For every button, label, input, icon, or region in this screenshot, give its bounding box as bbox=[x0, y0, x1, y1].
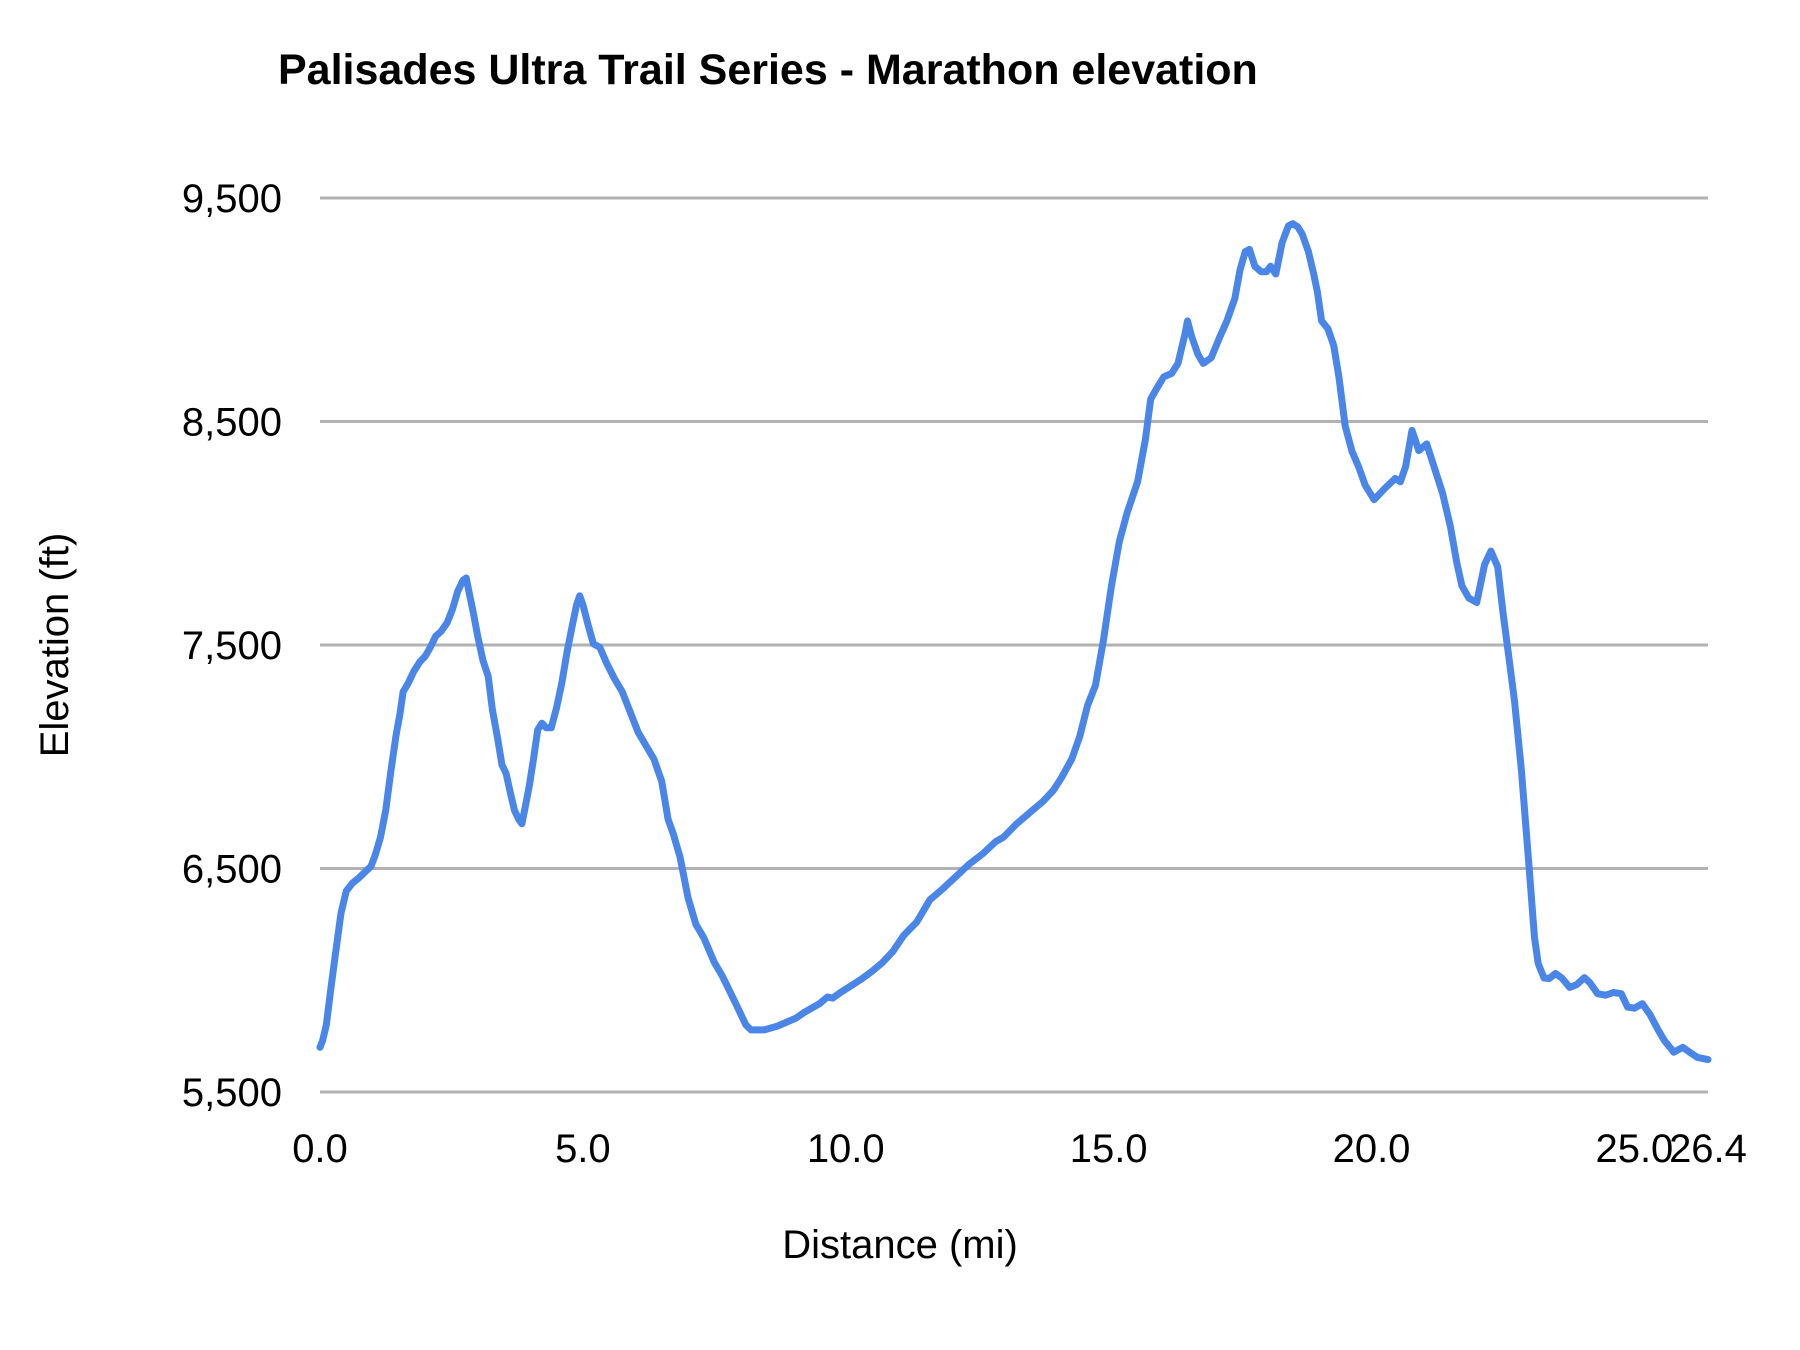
x-tick-label: 25.0 bbox=[1595, 1127, 1673, 1171]
y-axis-title: Elevation (ft) bbox=[33, 533, 77, 758]
elevation-line-group bbox=[316, 220, 1712, 1064]
y-tick-label: 6,500 bbox=[182, 848, 282, 892]
x-tick-label: 26.4 bbox=[1669, 1127, 1747, 1171]
y-tick-label: 9,500 bbox=[182, 177, 282, 221]
x-tick-label: 0.0 bbox=[292, 1127, 348, 1171]
x-tick-label: 10.0 bbox=[807, 1127, 885, 1171]
y-tick-label: 8,500 bbox=[182, 401, 282, 445]
x-tick-label: 15.0 bbox=[1070, 1127, 1148, 1171]
gridlines bbox=[320, 196, 1708, 1094]
x-tick-label: 20.0 bbox=[1333, 1127, 1411, 1171]
y-axis-tick-labels: 5,500 6,500 7,500 8,500 9,500 bbox=[182, 177, 282, 1115]
elevation-line bbox=[316, 220, 1712, 1064]
x-tick-label: 5.0 bbox=[555, 1127, 611, 1171]
y-tick-label: 5,500 bbox=[182, 1071, 282, 1115]
chart-title: Palisades Ultra Trail Series - Marathon … bbox=[278, 46, 1258, 94]
x-axis-title: Distance (mi) bbox=[782, 1223, 1018, 1267]
x-axis-tick-labels: 0.0 5.0 10.0 15.0 20.0 25.026.4 bbox=[292, 1127, 1747, 1171]
y-tick-label: 7,500 bbox=[182, 624, 282, 668]
